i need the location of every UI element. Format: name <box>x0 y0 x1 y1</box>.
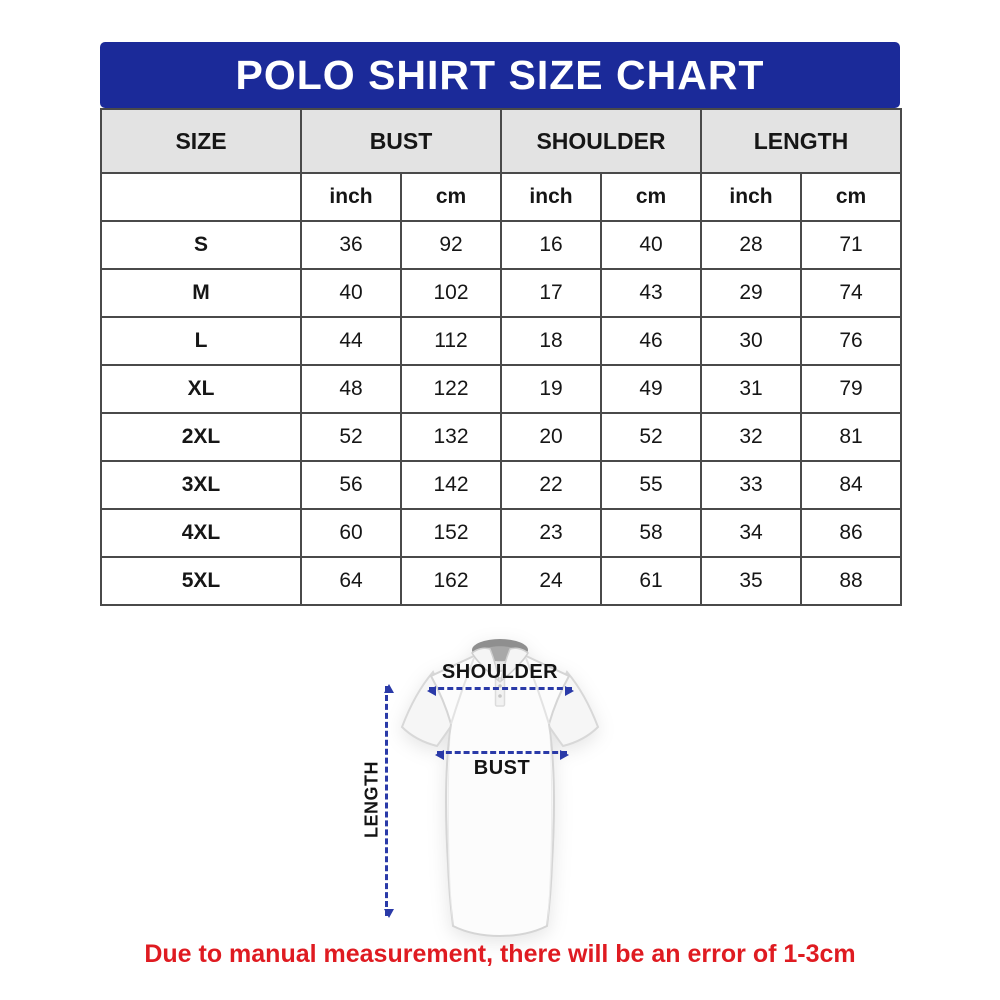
table-row: 2XL 52 132 20 52 32 81 <box>100 412 902 462</box>
col-header-size: SIZE <box>100 108 302 174</box>
value-cell: 18 <box>500 316 602 366</box>
group-header-row: SIZE BUST SHOULDER LENGTH <box>100 108 902 174</box>
value-cell: 32 <box>700 412 802 462</box>
size-cell: 5XL <box>100 556 302 606</box>
value-cell: 52 <box>600 412 702 462</box>
value-cell: 92 <box>400 220 502 270</box>
page-title: POLO SHIRT SIZE CHART <box>235 51 765 98</box>
col-header-bust: BUST <box>300 108 502 174</box>
value-cell: 56 <box>300 460 402 510</box>
value-cell: 33 <box>700 460 802 510</box>
size-cell: 2XL <box>100 412 302 462</box>
value-cell: 19 <box>500 364 602 414</box>
unit-header: inch <box>700 172 802 222</box>
value-cell: 48 <box>300 364 402 414</box>
col-header-shoulder: SHOULDER <box>500 108 702 174</box>
col-header-length: LENGTH <box>700 108 902 174</box>
polo-shirt-graphic <box>400 639 600 938</box>
value-cell: 88 <box>800 556 902 606</box>
value-cell: 55 <box>600 460 702 510</box>
value-cell: 84 <box>800 460 902 510</box>
size-cell: M <box>100 268 302 318</box>
value-cell: 86 <box>800 508 902 558</box>
value-cell: 28 <box>700 220 802 270</box>
bust-measure-arrow <box>435 750 569 760</box>
size-cell: 4XL <box>100 508 302 558</box>
value-cell: 40 <box>300 268 402 318</box>
value-cell: 81 <box>800 412 902 462</box>
length-label: LENGTH <box>361 761 382 838</box>
size-cell: S <box>100 220 302 270</box>
value-cell: 31 <box>700 364 802 414</box>
value-cell: 24 <box>500 556 602 606</box>
value-cell: 30 <box>700 316 802 366</box>
value-cell: 102 <box>400 268 502 318</box>
value-cell: 17 <box>500 268 602 318</box>
unit-header: inch <box>500 172 602 222</box>
value-cell: 112 <box>400 316 502 366</box>
length-measure-arrow <box>384 684 394 918</box>
table-row: M 40 102 17 43 29 74 <box>100 268 902 318</box>
value-cell: 52 <box>300 412 402 462</box>
value-cell: 71 <box>800 220 902 270</box>
value-cell: 22 <box>500 460 602 510</box>
table-row: XL 48 122 19 49 31 79 <box>100 364 902 414</box>
value-cell: 49 <box>600 364 702 414</box>
value-cell: 122 <box>400 364 502 414</box>
unit-header-blank <box>100 172 302 222</box>
value-cell: 132 <box>400 412 502 462</box>
value-cell: 20 <box>500 412 602 462</box>
shoulder-label: SHOULDER <box>441 661 559 683</box>
title-banner: POLO SHIRT SIZE CHART <box>100 42 900 108</box>
value-cell: 16 <box>500 220 602 270</box>
value-cell: 79 <box>800 364 902 414</box>
table-row: L 44 112 18 46 30 76 <box>100 316 902 366</box>
shoulder-measure-arrow <box>427 686 574 696</box>
table-row: S 36 92 16 40 28 71 <box>100 220 902 270</box>
size-chart-table: SIZE BUST SHOULDER LENGTH inch cm inch c… <box>100 108 902 606</box>
table-row: 4XL 60 152 23 58 34 86 <box>100 508 902 558</box>
measurement-note: Due to manual measurement, there will be… <box>144 940 856 968</box>
value-cell: 40 <box>600 220 702 270</box>
table-row: 5XL 64 162 24 61 35 88 <box>100 556 902 606</box>
unit-header: cm <box>600 172 702 222</box>
value-cell: 36 <box>300 220 402 270</box>
value-cell: 46 <box>600 316 702 366</box>
value-cell: 35 <box>700 556 802 606</box>
size-cell: L <box>100 316 302 366</box>
value-cell: 44 <box>300 316 402 366</box>
value-cell: 58 <box>600 508 702 558</box>
value-cell: 23 <box>500 508 602 558</box>
value-cell: 60 <box>300 508 402 558</box>
value-cell: 64 <box>300 556 402 606</box>
value-cell: 29 <box>700 268 802 318</box>
value-cell: 142 <box>400 460 502 510</box>
value-cell: 152 <box>400 508 502 558</box>
bust-label: BUST <box>473 757 531 779</box>
unit-header: cm <box>800 172 902 222</box>
unit-header: inch <box>300 172 402 222</box>
value-cell: 43 <box>600 268 702 318</box>
value-cell: 34 <box>700 508 802 558</box>
table-row: 3XL 56 142 22 55 33 84 <box>100 460 902 510</box>
value-cell: 76 <box>800 316 902 366</box>
size-cell: 3XL <box>100 460 302 510</box>
unit-header-row: inch cm inch cm inch cm <box>100 172 902 222</box>
value-cell: 74 <box>800 268 902 318</box>
value-cell: 162 <box>400 556 502 606</box>
value-cell: 61 <box>600 556 702 606</box>
size-cell: XL <box>100 364 302 414</box>
unit-header: cm <box>400 172 502 222</box>
